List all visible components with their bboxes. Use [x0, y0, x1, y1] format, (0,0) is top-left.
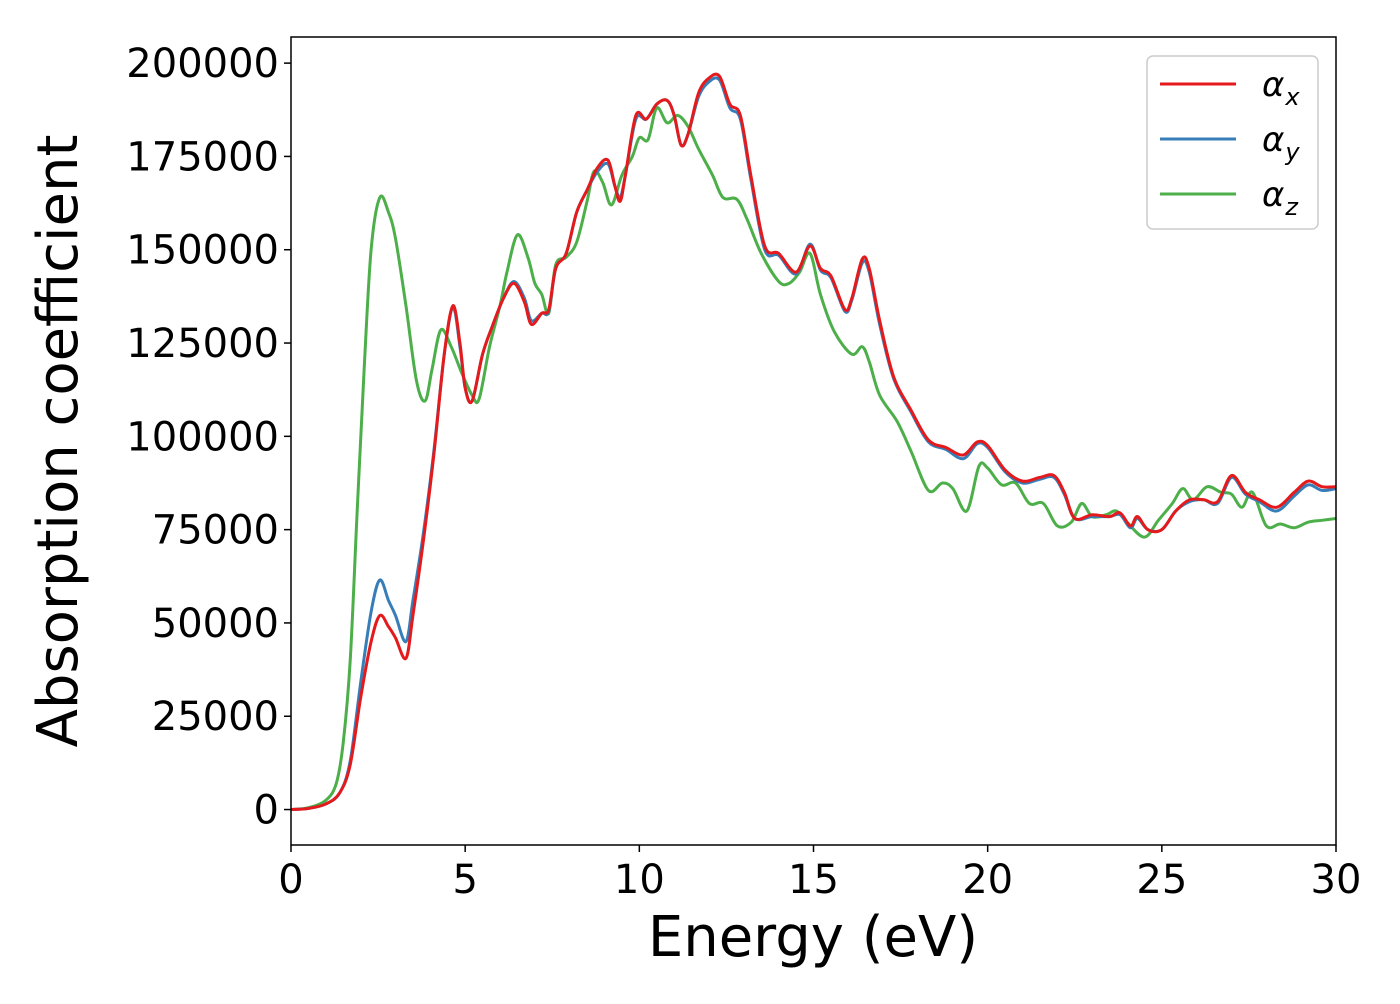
y-tick-label: 0 — [254, 788, 279, 834]
y-tick-label: 175000 — [126, 134, 279, 180]
y-tick-label: 100000 — [126, 414, 279, 460]
x-tick-label: 5 — [452, 857, 477, 903]
y-axis-label: Absorption coefficient — [26, 135, 91, 748]
legend-box — [1146, 55, 1319, 230]
y-tick-label: 75000 — [152, 508, 279, 554]
y-axis: 0 25000 50000 75000 100000 125000 150000 175000… — [126, 41, 291, 834]
y-tick-label: 150000 — [126, 228, 279, 274]
y-tick-label: 50000 — [152, 601, 279, 647]
series-layer — [291, 72, 1336, 812]
y-tick-label: 200000 — [126, 41, 279, 87]
x-tick-label: 10 — [614, 857, 665, 903]
x-tick-label: 15 — [788, 857, 839, 903]
y-tick-label: 25000 — [152, 694, 279, 740]
x-tick-label: 30 — [1311, 857, 1362, 903]
x-axis-label: Energy (eV) — [648, 905, 978, 970]
x-axis: 0 5 10 15 20 25 30 — [278, 845, 1361, 903]
series-line-x — [291, 72, 1336, 812]
x-tick-label: 0 — [278, 857, 303, 903]
x-tick-label: 25 — [1136, 857, 1187, 903]
x-tick-label: 20 — [962, 857, 1013, 903]
y-tick-label: 125000 — [126, 321, 279, 367]
